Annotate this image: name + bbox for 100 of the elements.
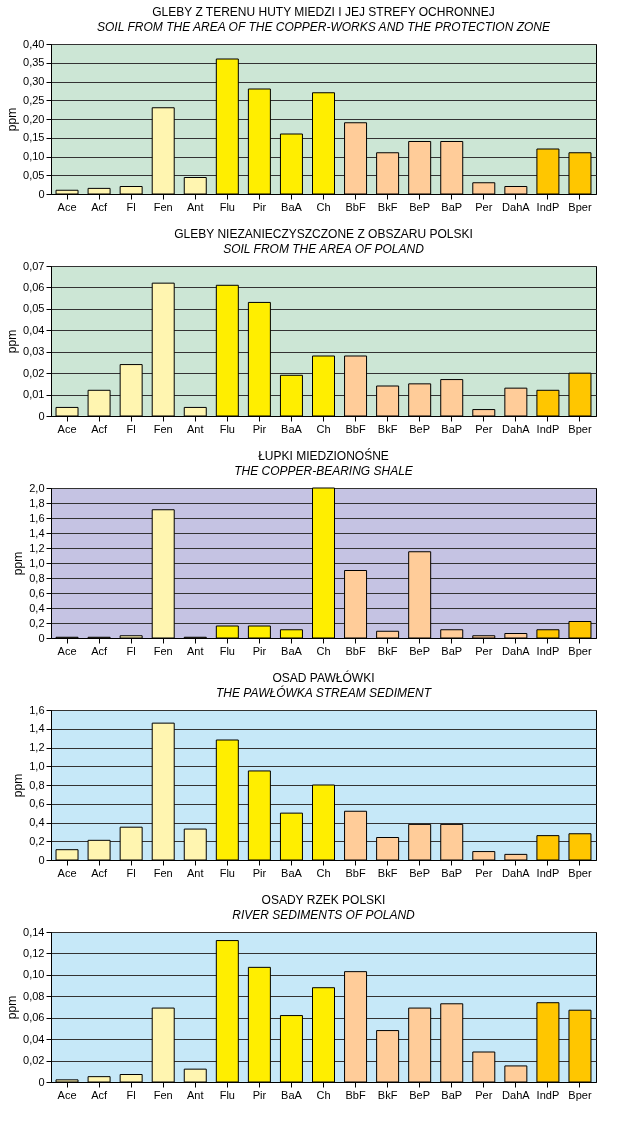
chart-subtitle: THE PAWŁÓWKA STREAM SEDIMENT — [215, 685, 433, 700]
x-tick-label: DahA — [502, 200, 531, 213]
x-tick-label: BaA — [281, 200, 303, 213]
y-tick-label: 0 — [38, 631, 45, 644]
x-tick-label: BeP — [409, 1088, 431, 1101]
y-tick-label: 1,6 — [29, 511, 45, 524]
x-tick-label: Pir — [252, 1088, 267, 1101]
x-tick-label: Fen — [153, 200, 173, 213]
x-tick-label: Acf — [91, 866, 108, 879]
x-tick-label: IndP — [536, 422, 560, 435]
x-tick-label: BaA — [281, 1088, 303, 1101]
y-tick-label: 1,0 — [29, 556, 45, 569]
x-tick-label: Bper — [568, 866, 592, 879]
x-tick-label: BkF — [377, 1088, 398, 1101]
y-tick-label: 0,20 — [23, 112, 45, 125]
x-tick-label: Ant — [187, 422, 204, 435]
x-tick-label: BbF — [345, 422, 366, 435]
y-tick-label: 0,07 — [23, 259, 45, 272]
x-tick-label: Acf — [91, 200, 108, 213]
x-tick-label: Pir — [252, 644, 267, 657]
chart-subtitle: RIVER SEDIMENTS OF POLAND — [232, 908, 416, 922]
y-tick-label: 0,8 — [29, 778, 45, 791]
x-tick-label: BbF — [345, 866, 366, 879]
x-tick-label: Fl — [126, 200, 136, 213]
x-tick-label: BaA — [281, 644, 303, 657]
x-tick-label: Acf — [91, 644, 108, 657]
x-tick-label: Ant — [187, 644, 204, 657]
y-tick-label: 0 — [38, 409, 45, 422]
y-tick-label: 0,06 — [23, 1011, 45, 1024]
y-tick-label: 0,08 — [23, 989, 45, 1002]
chart-subtitle: SOIL FROM THE AREA OF POLAND — [223, 242, 425, 256]
x-tick-label: Ace — [57, 200, 77, 213]
x-tick-label: BaP — [441, 200, 463, 213]
y-tick-label: 0 — [38, 187, 45, 200]
x-tick-label: Per — [475, 644, 493, 657]
x-tick-label: Fl — [126, 422, 136, 435]
chart-title: OSADY RZEK POLSKI — [261, 893, 386, 907]
x-tick-label: Ch — [316, 644, 331, 657]
y-tick-label: 0,4 — [29, 816, 45, 828]
y-axis-title: ppm — [5, 107, 20, 132]
x-tick-label: BkF — [377, 866, 398, 879]
y-tick-label: 0,35 — [23, 56, 45, 69]
x-tick-label: BaA — [281, 422, 303, 435]
y-tick-label: 0,4 — [29, 601, 45, 614]
y-tick-label: 1,2 — [29, 541, 45, 554]
x-tick-label: Ant — [187, 200, 204, 213]
x-tick-label: Ant — [187, 1088, 204, 1101]
y-tick-label: 0,05 — [23, 168, 45, 181]
chart-subtitle: THE COPPER-BEARING SHALE — [234, 464, 414, 478]
x-tick-label: Pir — [252, 866, 267, 879]
x-tick-label: BkF — [377, 644, 398, 657]
x-tick-label: BeP — [409, 422, 431, 435]
x-tick-label: BbF — [345, 1088, 366, 1101]
y-tick-label: 0,2 — [29, 616, 45, 629]
x-tick-label: Ch — [316, 866, 331, 879]
x-tick-label: DahA — [502, 1088, 531, 1101]
y-tick-label: 0,03 — [23, 345, 45, 358]
x-tick-label: Fl — [126, 1088, 136, 1101]
x-tick-label: Fen — [153, 644, 173, 657]
y-tick-label: 0,06 — [23, 280, 45, 293]
y-tick-label: 0,04 — [23, 1032, 45, 1045]
y-tick-label: 0,14 — [23, 925, 45, 938]
x-tick-label: Pir — [252, 200, 267, 213]
x-tick-label: Ace — [57, 1088, 77, 1101]
x-tick-label: Fen — [153, 1088, 173, 1101]
x-tick-label: Ch — [316, 200, 331, 213]
x-tick-label: Fl — [126, 644, 136, 657]
x-tick-label: Fl — [126, 866, 136, 879]
x-tick-label: Bper — [568, 422, 592, 435]
x-tick-label: DahA — [502, 644, 531, 657]
x-tick-label: Acf — [91, 1088, 108, 1101]
y-tick-label: 0,10 — [23, 150, 45, 162]
y-tick-label: 0 — [38, 1075, 45, 1088]
x-tick-label: DahA — [502, 866, 531, 879]
x-tick-label: Acf — [91, 422, 108, 435]
y-tick-label: 0,25 — [23, 93, 45, 106]
chart-title: GLEBY NIEZANIECZYSZCZONE Z OBSZARU POLSKI — [174, 227, 473, 241]
x-tick-label: BkF — [377, 200, 398, 213]
x-tick-label: BaP — [441, 644, 463, 657]
chart-title: GLEBY Z TERENU HUTY MIEDZI I JEJ STREFY OCHRONNEJ — [152, 5, 495, 19]
y-tick-label: 0,04 — [23, 323, 45, 336]
y-tick-label: 1,6 — [29, 703, 45, 716]
x-tick-label: BeP — [409, 644, 431, 657]
x-tick-label: BaA — [281, 866, 303, 879]
x-tick-label: Per — [475, 200, 493, 213]
y-tick-label: 1,0 — [29, 759, 45, 772]
x-tick-label: Bper — [568, 1088, 592, 1101]
y-tick-label: 0,30 — [23, 75, 45, 87]
x-tick-label: IndP — [536, 200, 560, 213]
y-tick-label: 0,01 — [23, 388, 45, 401]
y-tick-label: 0,05 — [23, 302, 45, 315]
x-tick-label: Flu — [219, 200, 235, 213]
x-tick-label: Ace — [57, 866, 77, 879]
x-tick-label: Per — [475, 422, 493, 435]
x-tick-label: Flu — [219, 422, 235, 435]
y-tick-label: 0 — [38, 853, 45, 866]
x-tick-label: BeP — [409, 200, 431, 213]
y-axis-title: ppm — [5, 995, 20, 1020]
y-tick-label: 0,02 — [23, 1054, 45, 1067]
x-tick-label: BaP — [441, 866, 463, 879]
